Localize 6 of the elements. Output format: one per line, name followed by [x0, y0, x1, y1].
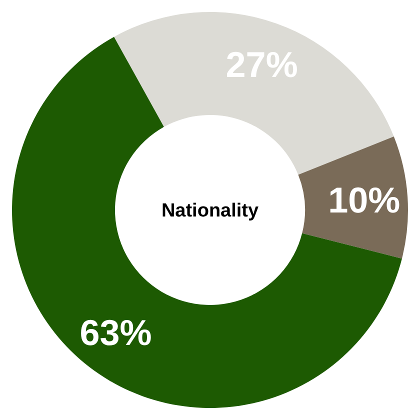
- data-label: 10%: [328, 179, 400, 220]
- text: Nationality: [161, 200, 259, 222]
- data-label: 63%: [80, 312, 152, 354]
- donut-slice: [298, 136, 408, 259]
- donut-slice: [12, 36, 402, 408]
- donut-slice: [114, 12, 394, 175]
